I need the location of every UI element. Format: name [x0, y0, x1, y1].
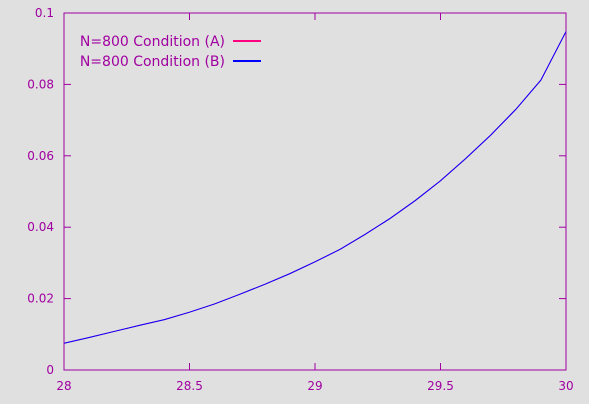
- legend: N=800 Condition (A) N=800 Condition (B): [80, 34, 261, 70]
- y-tick-label: 0.08: [27, 77, 54, 91]
- x-tick-label: 28: [56, 379, 71, 393]
- y-tick-label: 0.04: [27, 220, 54, 234]
- legend-label: N=800 Condition (B): [80, 54, 225, 70]
- y-tick-label: 0.02: [27, 292, 54, 306]
- x-tick-label: 30: [558, 379, 573, 393]
- y-tick-label: 0: [46, 363, 54, 377]
- y-tick-label: 0.06: [27, 149, 54, 163]
- y-tick-label: 0.1: [35, 6, 54, 20]
- series-lines: [63, 31, 567, 344]
- x-tick-label: 28.5: [176, 379, 203, 393]
- axis-ticks: 28 28.5 29 29.5 30 0 0.02 0.04 0.06 0.08 0.1: [27, 6, 573, 393]
- x-tick-label: 29: [307, 379, 322, 393]
- series-line-1: [63, 31, 567, 344]
- series-line-0: [63, 31, 567, 344]
- legend-label: N=800 Condition (A): [80, 34, 225, 50]
- x-tick-label: 29.5: [427, 379, 454, 393]
